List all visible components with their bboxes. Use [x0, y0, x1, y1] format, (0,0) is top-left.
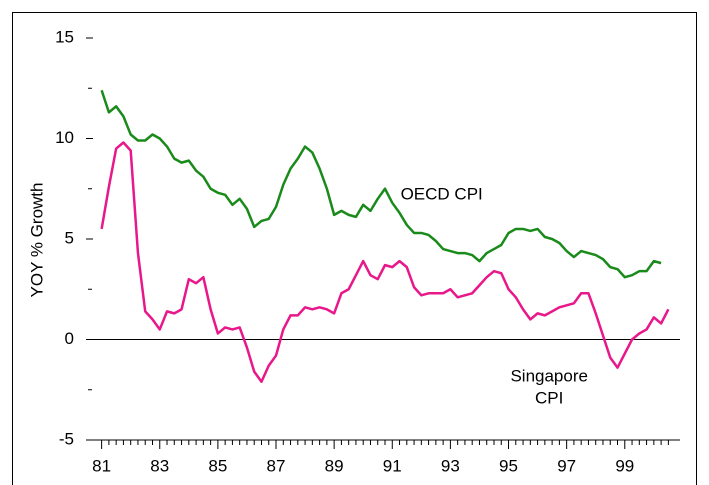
y-tick-label: 5: [65, 228, 74, 247]
x-tick-label: 97: [557, 456, 576, 475]
x-tick-label: 99: [615, 456, 634, 475]
x-tick-label: 83: [150, 456, 169, 475]
y-tick-label: 0: [65, 329, 74, 348]
y-tick-label: 15: [55, 27, 74, 46]
x-tick-label: 81: [92, 456, 111, 475]
annotation-line: CPI: [535, 389, 563, 408]
y-tick-label: -5: [59, 429, 74, 448]
annotation: Singapore CPI: [510, 367, 588, 408]
y-tick-label: 10: [55, 128, 74, 147]
annotation: OECD CPI: [401, 184, 483, 203]
series-line: [100, 89, 662, 279]
annotation-line: Singapore: [510, 367, 588, 386]
y-axis-label: YOY % Growth: [27, 183, 46, 298]
x-tick-label: 95: [499, 456, 518, 475]
x-tick-label: 93: [441, 456, 460, 475]
x-tick-label: 87: [267, 456, 286, 475]
x-tick-label: 85: [208, 456, 227, 475]
x-tick-label: 91: [383, 456, 402, 475]
series-line: [100, 141, 670, 383]
chart-frame: [12, 12, 697, 485]
x-tick-label: 89: [325, 456, 344, 475]
